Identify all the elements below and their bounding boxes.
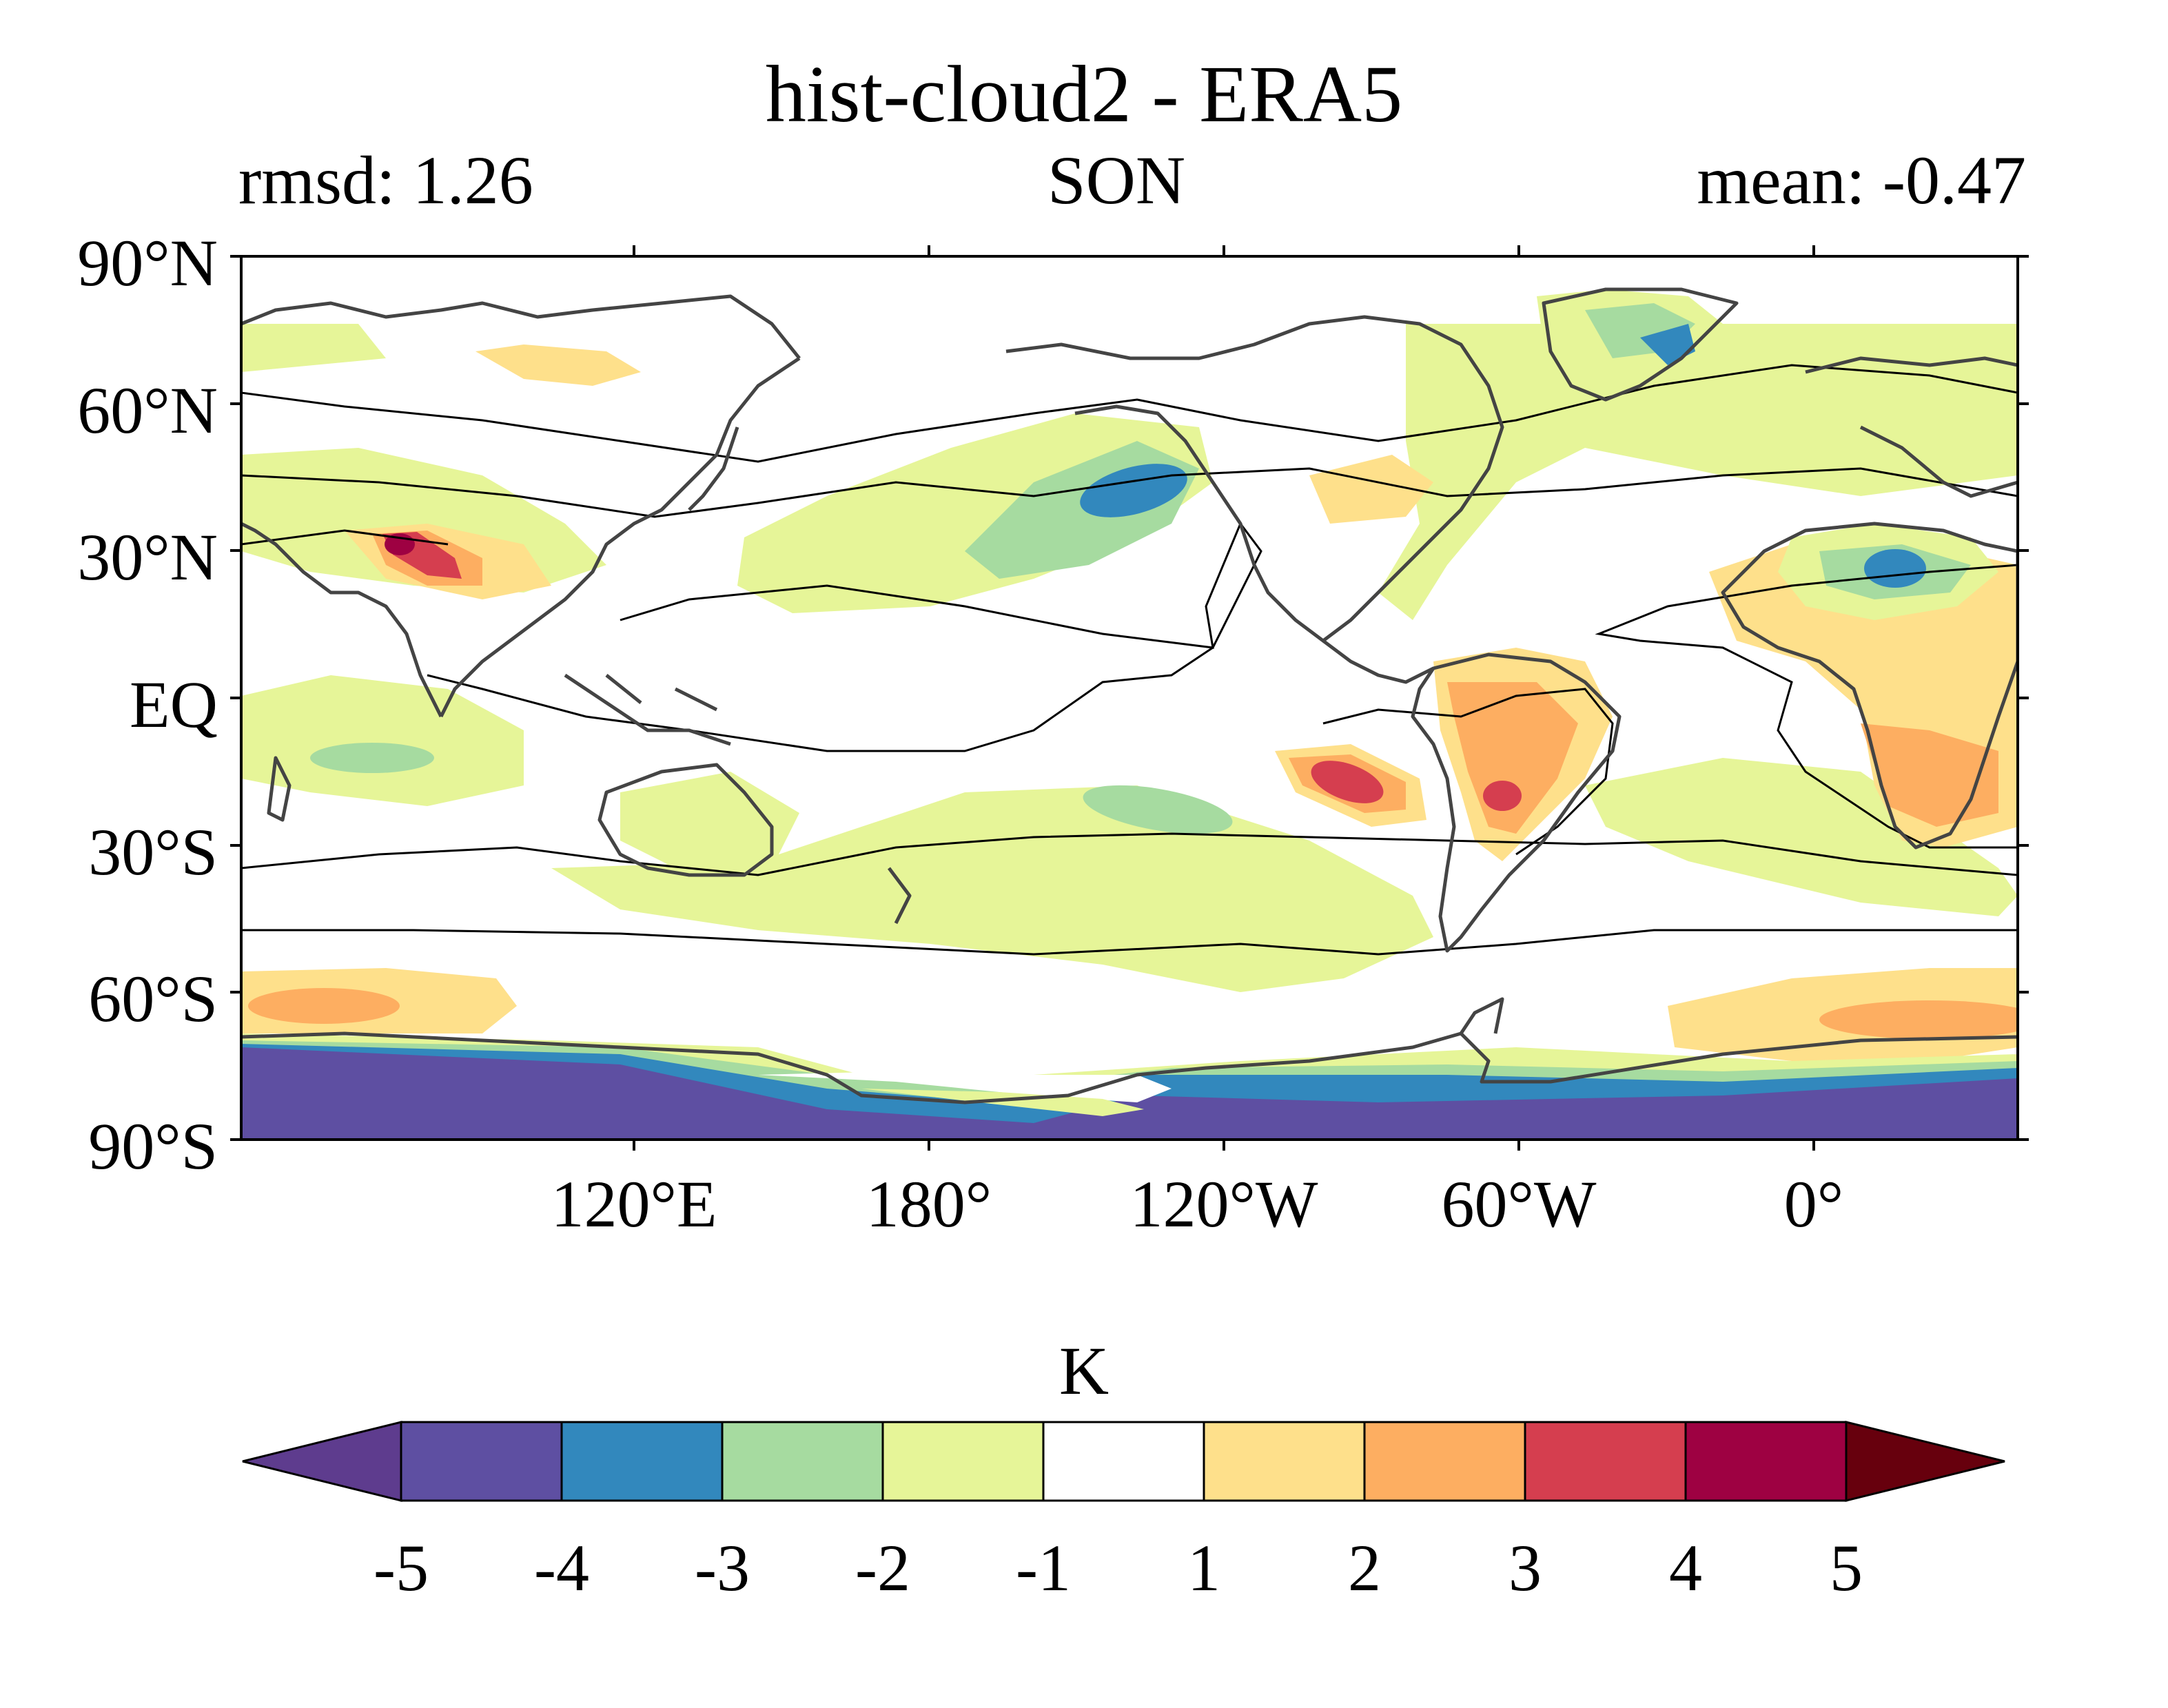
- coastline-south-america: [1411, 652, 1622, 953]
- mean-stat: mean: -0.47: [1697, 142, 2026, 218]
- lon-label-120e: 120°E: [551, 1167, 717, 1241]
- coastline-central-america: [1322, 639, 1435, 684]
- coastline-new-zealand: [888, 867, 912, 925]
- anomaly-north-atlantic: [1378, 324, 2018, 620]
- colorbar-tick-label: -2: [855, 1531, 910, 1605]
- colorbar-tick-label: 5: [1830, 1531, 1863, 1605]
- coastline-europe: [1805, 356, 2018, 498]
- colorbar-tick-label: -5: [374, 1531, 429, 1605]
- colorbar-bin--2_-1: [881, 1421, 1045, 1502]
- anomaly-antarctica-ross-light: [861, 1089, 1144, 1116]
- anomaly-southeast-pacific-core: [1311, 761, 1384, 803]
- contour-line-n60: [241, 364, 2018, 463]
- anomaly-north-america-warm: [1309, 455, 1433, 524]
- colorbar-bin-2_3: [1363, 1421, 1526, 1502]
- lon-label-180: 180°: [866, 1167, 992, 1241]
- contour-line-n30: [241, 529, 449, 546]
- anomaly-greenland-core: [1640, 324, 1695, 365]
- colorbar-tick-label: -3: [695, 1531, 750, 1605]
- lat-label-60n: 60°N: [77, 373, 218, 447]
- colorbar-tick-label: 4: [1669, 1531, 1702, 1605]
- anomaly-australia-cool: [620, 772, 799, 868]
- map-ticks: [230, 245, 2029, 1151]
- season-label: SON: [1047, 142, 1186, 218]
- anomaly-indian-ocean-mid: [310, 743, 434, 773]
- coastline-africa: [1721, 522, 2018, 850]
- coastline-japan: [688, 426, 739, 511]
- coastline-maritime-continent: [564, 673, 731, 746]
- anomaly-south-america-core: [1483, 781, 1522, 811]
- coastline-alaska-north-america: [1005, 315, 1504, 643]
- contour-line-s30: [241, 832, 2018, 876]
- colorbar-tick-label: -4: [534, 1531, 589, 1605]
- anomaly-arctic-band: [241, 324, 386, 372]
- contour-line-n45: [241, 467, 2018, 518]
- coastlines: [241, 287, 2018, 1104]
- lon-label-60w: 60°W: [1441, 1167, 1597, 1241]
- colorbar-tick-label: 2: [1348, 1531, 1381, 1605]
- lat-label-60s: 60°S: [88, 962, 218, 1036]
- anomaly-south-america-warm-2: [1447, 682, 1578, 834]
- lat-label-30n: 30°N: [77, 520, 218, 594]
- colorbar-bin-1_2: [1203, 1421, 1366, 1502]
- map-title: hist-cloud2 - ERA5: [765, 49, 1403, 139]
- colorbar-extend-min: [242, 1421, 402, 1502]
- colorbar: [242, 1421, 2005, 1502]
- contour-lines: [241, 364, 2018, 956]
- colorbar-tick-label: 3: [1509, 1531, 1542, 1605]
- coastline-east-asia: [439, 356, 801, 718]
- anomaly-indian-ocean-cool: [241, 675, 524, 806]
- anomaly-south-pacific-mid: [1083, 785, 1233, 834]
- lon-label-0: 0°: [1783, 1167, 1844, 1241]
- contour-line-s50: [241, 929, 2018, 956]
- colorbar-extend-max: [1845, 1421, 2005, 1502]
- colorbar-unit: K: [1059, 1333, 1109, 1409]
- lat-label-eq: EQ: [130, 668, 218, 741]
- coastline-antarctic-peninsula: [1459, 997, 1504, 1035]
- anomaly-southern-ocean-warm-west-mid: [248, 988, 400, 1024]
- anomaly-south-atlantic-cool: [1585, 758, 2018, 916]
- lat-label-90s: 90°S: [88, 1109, 218, 1183]
- coastline-greenland: [1542, 287, 1739, 402]
- lat-label-90n: 90°N: [77, 226, 218, 300]
- colorbar-bin-3_4: [1524, 1421, 1687, 1502]
- anomaly-africa-warm-2: [1861, 723, 1998, 827]
- anomaly-south-pacific-cool: [551, 785, 1433, 992]
- coastline-madagascar: [267, 756, 292, 822]
- lat-label-30s: 30°S: [88, 815, 218, 889]
- contour-line-south-america: [1322, 688, 1614, 856]
- anomaly-antarctica-core: [241, 1047, 2018, 1140]
- coastline-north-asia: [241, 294, 801, 360]
- coastline-south-asia: [241, 522, 443, 718]
- coastline-antarctica: [241, 1031, 2018, 1104]
- lon-label-120w: 120°W: [1129, 1167, 1318, 1241]
- colorbar-bin--1_1: [1042, 1421, 1205, 1502]
- colorbar-bin--3_-2: [721, 1421, 884, 1502]
- colorbar-bin--5_-4: [400, 1421, 563, 1502]
- rmsd-stat: rmsd: 1.26: [238, 142, 533, 218]
- colorbar-bin--4_-3: [560, 1421, 724, 1502]
- colorbar-bin-4_5: [1684, 1421, 1848, 1502]
- colorbar-tick-label: -1: [1016, 1531, 1071, 1605]
- coastline-australia: [597, 763, 774, 877]
- anomaly-siberia-warm: [475, 344, 641, 386]
- anomaly-north-africa-core: [1864, 549, 1926, 588]
- colorbar-tick-label: 1: [1187, 1531, 1220, 1605]
- anomaly-field: [241, 289, 2018, 1140]
- contour-line-atlantic-tongue: [1595, 564, 2018, 849]
- anomaly-southern-ocean-warm-east-mid: [1819, 1000, 2018, 1039]
